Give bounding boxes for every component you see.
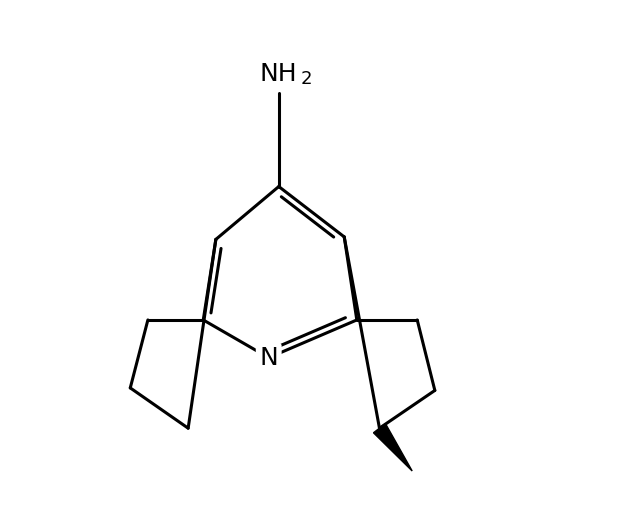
Text: N: N xyxy=(259,346,278,370)
Text: N: N xyxy=(259,346,279,370)
Polygon shape xyxy=(373,423,412,471)
Text: 2: 2 xyxy=(301,70,312,89)
Text: NH: NH xyxy=(260,62,298,86)
